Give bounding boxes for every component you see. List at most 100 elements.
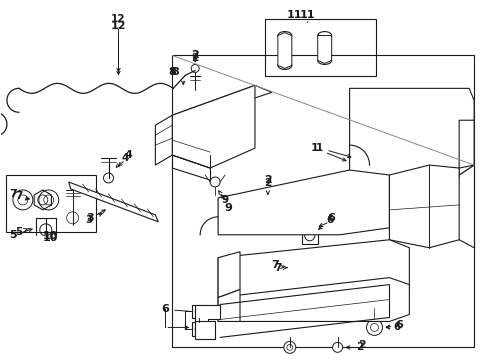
Polygon shape: [218, 278, 408, 321]
Circle shape: [275, 206, 279, 210]
Circle shape: [382, 169, 387, 175]
Polygon shape: [218, 252, 240, 298]
Text: 8: 8: [171, 67, 179, 77]
Text: 12: 12: [110, 21, 126, 31]
Circle shape: [354, 169, 360, 175]
Polygon shape: [349, 88, 473, 185]
Circle shape: [233, 203, 243, 213]
Circle shape: [246, 222, 252, 228]
Bar: [192, 305, 206, 319]
Circle shape: [354, 151, 360, 157]
Circle shape: [396, 97, 402, 103]
Circle shape: [424, 133, 429, 139]
Text: 10: 10: [43, 231, 59, 241]
Text: 2: 2: [357, 340, 365, 350]
Circle shape: [338, 210, 344, 216]
Circle shape: [382, 97, 387, 103]
Circle shape: [396, 169, 402, 175]
Circle shape: [382, 151, 387, 157]
Circle shape: [368, 169, 374, 175]
Polygon shape: [195, 321, 215, 339]
Circle shape: [354, 210, 360, 216]
Text: 2: 2: [346, 342, 363, 352]
Text: 3: 3: [85, 210, 105, 225]
Circle shape: [252, 203, 263, 213]
Text: 5: 5: [15, 227, 28, 237]
Text: 12: 12: [111, 14, 125, 72]
Polygon shape: [218, 240, 408, 298]
Text: 11: 11: [286, 10, 302, 20]
Circle shape: [368, 115, 374, 121]
Circle shape: [290, 210, 296, 216]
Polygon shape: [68, 182, 158, 222]
Circle shape: [322, 210, 328, 216]
Text: 7: 7: [274, 263, 286, 273]
Circle shape: [424, 115, 429, 121]
Circle shape: [236, 206, 240, 210]
Circle shape: [424, 151, 429, 157]
Circle shape: [366, 319, 382, 336]
Text: 2: 2: [264, 175, 271, 185]
Circle shape: [368, 97, 374, 103]
Circle shape: [259, 210, 264, 216]
Circle shape: [266, 222, 272, 228]
Circle shape: [346, 222, 352, 228]
Polygon shape: [172, 85, 254, 168]
Circle shape: [359, 300, 375, 315]
Circle shape: [409, 151, 415, 157]
Bar: [301, 228, 317, 244]
Circle shape: [396, 115, 402, 121]
Polygon shape: [388, 165, 458, 248]
Bar: [6, 175, 95, 232]
Bar: [192, 323, 206, 336]
Text: 4: 4: [116, 153, 129, 167]
Text: 2: 2: [191, 54, 199, 63]
Ellipse shape: [317, 32, 331, 40]
Ellipse shape: [317, 57, 331, 64]
Circle shape: [396, 151, 402, 157]
Circle shape: [326, 222, 332, 228]
Circle shape: [409, 133, 415, 139]
Circle shape: [274, 210, 280, 216]
Circle shape: [332, 342, 342, 352]
Circle shape: [226, 222, 233, 228]
Circle shape: [409, 169, 415, 175]
Circle shape: [306, 210, 312, 216]
Text: 6: 6: [327, 213, 335, 223]
Circle shape: [283, 341, 295, 353]
Circle shape: [437, 169, 443, 175]
Circle shape: [306, 222, 312, 228]
Ellipse shape: [277, 62, 291, 69]
Circle shape: [226, 210, 233, 216]
Text: 6: 6: [318, 215, 333, 229]
Polygon shape: [218, 170, 388, 235]
Text: 3: 3: [86, 213, 94, 223]
Text: 6: 6: [161, 305, 189, 315]
Circle shape: [286, 345, 292, 350]
Text: 6: 6: [395, 320, 403, 330]
Text: 10: 10: [43, 233, 59, 243]
Circle shape: [370, 210, 376, 216]
Circle shape: [409, 115, 415, 121]
Circle shape: [437, 115, 443, 121]
Ellipse shape: [277, 32, 291, 40]
Polygon shape: [155, 115, 172, 165]
Text: 7: 7: [9, 189, 17, 199]
Polygon shape: [277, 32, 291, 68]
Text: 9: 9: [224, 203, 231, 213]
Circle shape: [424, 97, 429, 103]
Bar: [172, 55, 473, 347]
Circle shape: [368, 133, 374, 139]
Polygon shape: [195, 305, 220, 337]
Circle shape: [272, 203, 282, 213]
Bar: [264, 19, 376, 76]
Circle shape: [437, 151, 443, 157]
Text: 2: 2: [191, 50, 199, 60]
Circle shape: [409, 97, 415, 103]
Circle shape: [424, 169, 429, 175]
Text: 4: 4: [124, 150, 132, 160]
Circle shape: [255, 206, 260, 210]
Circle shape: [437, 97, 443, 103]
Text: 2: 2: [264, 178, 271, 194]
Circle shape: [368, 151, 374, 157]
